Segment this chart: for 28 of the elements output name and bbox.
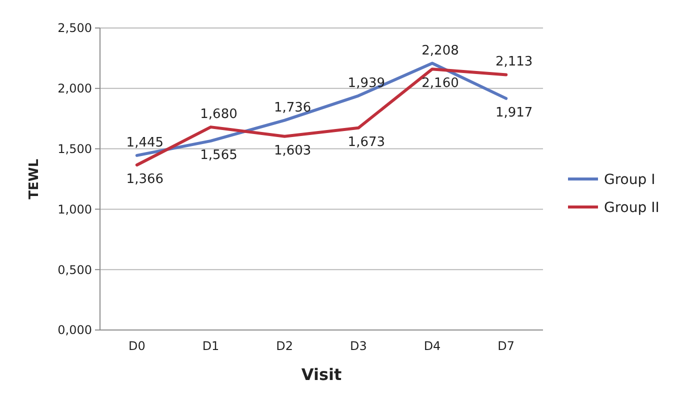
legend-label: Group I xyxy=(604,172,656,188)
legend-label: Group II xyxy=(604,200,660,216)
data-label: 2,208 xyxy=(422,43,459,58)
y-tick-label: 0,500 xyxy=(58,262,92,277)
x-tick-label: D4 xyxy=(424,339,441,353)
data-label: 1,603 xyxy=(274,143,312,158)
y-tick-label: 1,000 xyxy=(58,202,92,216)
x-tick-label: D2 xyxy=(276,339,294,353)
data-label: 1,673 xyxy=(348,134,386,150)
data-label: 1,917 xyxy=(495,105,533,120)
data-label: 1,680 xyxy=(200,107,238,122)
x-axis-title: Visit xyxy=(301,365,342,384)
y-tick-label: 0,000 xyxy=(58,323,92,338)
y-axis-title: TEWL xyxy=(27,158,42,200)
data-label: 1,366 xyxy=(126,172,164,187)
data-label: 1,445 xyxy=(126,135,164,150)
y-tick-label: 2,000 xyxy=(58,82,92,96)
data-label: 2,160 xyxy=(422,76,459,92)
y-tick-label: 1,500 xyxy=(58,142,92,156)
data-label: 1,565 xyxy=(200,148,238,163)
data-label: 2,113 xyxy=(495,54,533,70)
x-tick-label: D1 xyxy=(202,339,220,353)
data-label: 1,736 xyxy=(274,100,312,116)
data-label: 1,939 xyxy=(348,76,386,91)
x-tick-label: D3 xyxy=(350,339,367,353)
x-tick-label: D7 xyxy=(498,339,515,353)
y-tick-label: 2,500 xyxy=(58,21,92,36)
x-tick-label: D0 xyxy=(128,339,146,353)
